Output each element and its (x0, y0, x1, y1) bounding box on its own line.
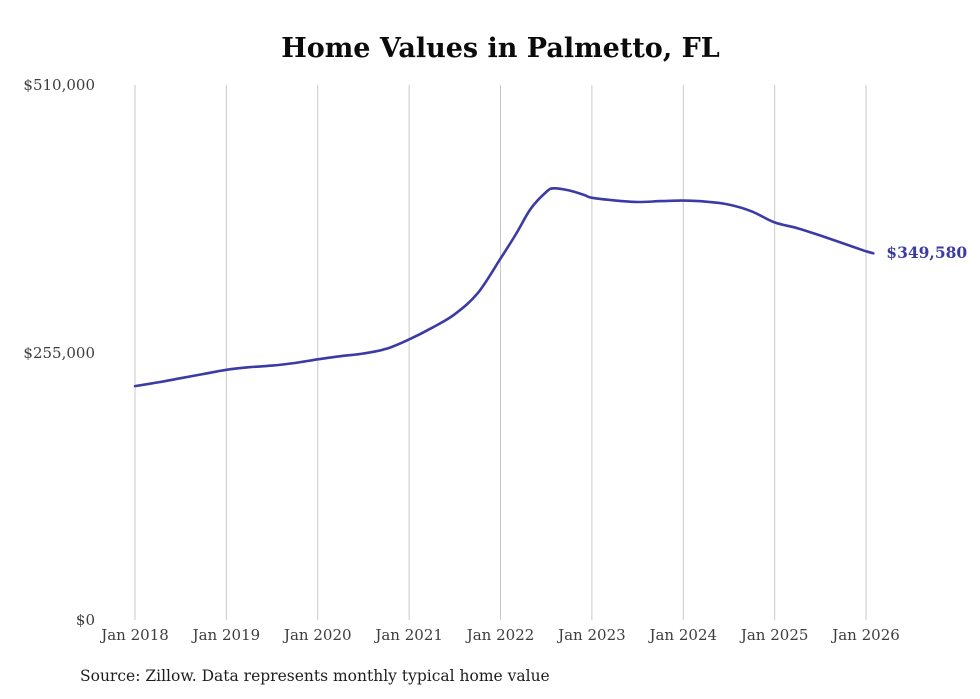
x-axis-tick-label: Jan 2020 (283, 626, 352, 644)
x-axis-tick-label: Jan 2026 (832, 626, 900, 644)
x-axis-tick-label: Jan 2023 (558, 626, 626, 644)
source-note: Source: Zillow. Data represents monthly … (80, 667, 550, 685)
home-values-line (133, 186, 875, 388)
x-axis-tick-label: Jan 2021 (375, 626, 443, 644)
x-axis-tick-label: Jan 2025 (740, 626, 809, 644)
x-axis-tick-label: Jan 2024 (649, 626, 718, 644)
x-axis-tick-label: Jan 2018 (101, 626, 169, 644)
y-axis-tick-label: $0 (75, 611, 95, 629)
y-axis-tick-label: $255,000 (23, 343, 95, 362)
current-value-label: $349,580 (886, 243, 968, 263)
x-axis-tick-label: Jan 2019 (192, 626, 261, 644)
y-axis-tick-label: $510,000 (23, 76, 95, 94)
x-axis-tick-label: Jan 2022 (466, 626, 535, 644)
chart-title: Home Values in Palmetto, FL (281, 33, 720, 64)
gridlines (134, 85, 867, 620)
